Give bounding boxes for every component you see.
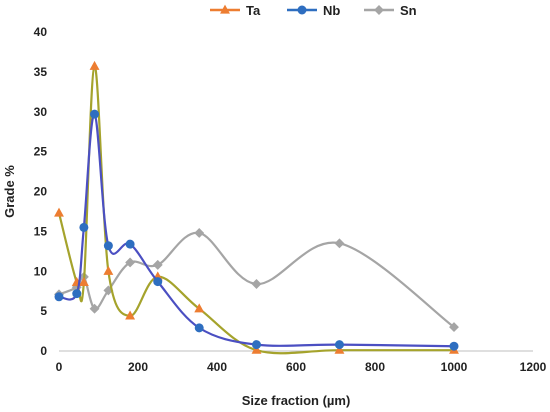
y-tick-label: 10 bbox=[34, 264, 48, 278]
y-axis-title: Grade % bbox=[2, 165, 17, 218]
legend-item-ta: Ta bbox=[210, 3, 261, 18]
y-tick-label: 25 bbox=[34, 145, 48, 159]
x-tick-label: 1200 bbox=[520, 360, 547, 374]
legend-marker-nb bbox=[297, 5, 307, 15]
data-point-ta bbox=[334, 344, 345, 354]
x-tick-label: 600 bbox=[286, 360, 306, 374]
data-point-sn bbox=[449, 322, 459, 333]
data-point-ta bbox=[125, 310, 136, 320]
data-point-nb bbox=[153, 277, 163, 287]
data-point-nb bbox=[72, 289, 82, 299]
x-tick-label: 400 bbox=[207, 360, 227, 374]
series-layer bbox=[54, 60, 459, 355]
data-point-sn bbox=[334, 238, 345, 249]
x-tick-labels: 0 200 400 600 800 1000 1200 bbox=[56, 360, 547, 374]
data-point-nb bbox=[54, 292, 64, 302]
legend-marker-sn bbox=[374, 5, 384, 15]
legend-label-ta: Ta bbox=[246, 3, 261, 18]
data-point-nb bbox=[90, 109, 100, 119]
data-point-nb bbox=[334, 340, 344, 350]
data-point-sn bbox=[194, 228, 205, 238]
y-tick-label: 20 bbox=[34, 185, 48, 199]
data-point-ta bbox=[103, 265, 114, 275]
series-line-nb bbox=[58, 113, 455, 348]
data-point-nb bbox=[194, 323, 204, 333]
legend-label-nb: Nb bbox=[323, 3, 340, 18]
x-tick-label: 1000 bbox=[441, 360, 468, 374]
x-tick-label: 0 bbox=[56, 360, 63, 374]
data-point-ta bbox=[78, 277, 89, 287]
y-tick-labels: 0 5 10 15 20 25 30 35 40 bbox=[34, 25, 48, 358]
series-ta bbox=[54, 60, 459, 355]
data-point-ta bbox=[89, 60, 100, 70]
series-sn bbox=[54, 228, 459, 333]
data-point-sn bbox=[89, 303, 100, 314]
y-tick-label: 30 bbox=[34, 105, 48, 119]
x-axis-title: Size fraction (µm) bbox=[242, 393, 351, 408]
legend: Ta Nb Sn bbox=[210, 3, 417, 18]
legend-marker-ta bbox=[220, 4, 230, 14]
data-point-nb bbox=[449, 341, 459, 351]
data-point-sn bbox=[152, 259, 163, 270]
y-tick-label: 5 bbox=[40, 304, 47, 318]
data-point-nb bbox=[125, 239, 135, 249]
x-tick-label: 200 bbox=[128, 360, 148, 374]
data-point-sn bbox=[125, 257, 136, 268]
data-point-sn bbox=[251, 279, 262, 289]
data-point-nb bbox=[103, 241, 113, 251]
y-tick-label: 15 bbox=[34, 224, 48, 238]
data-point-nb bbox=[252, 340, 261, 350]
axes: 0 200 400 600 800 1000 1200 0 5 10 15 20 25 30 35 40 bbox=[34, 25, 547, 374]
series-line-ta bbox=[57, 65, 454, 355]
legend-item-sn: Sn bbox=[364, 3, 417, 18]
y-tick-label: 40 bbox=[34, 25, 48, 39]
data-point-ta bbox=[251, 344, 262, 354]
y-tick-label: 35 bbox=[34, 65, 48, 79]
data-point-nb bbox=[79, 222, 89, 232]
series-nb bbox=[54, 109, 459, 351]
data-point-ta bbox=[194, 303, 205, 313]
legend-label-sn: Sn bbox=[400, 3, 417, 18]
legend-item-nb: Nb bbox=[287, 3, 340, 18]
x-tick-label: 800 bbox=[365, 360, 385, 374]
data-point-ta bbox=[54, 207, 64, 217]
y-tick-label: 0 bbox=[40, 344, 47, 358]
